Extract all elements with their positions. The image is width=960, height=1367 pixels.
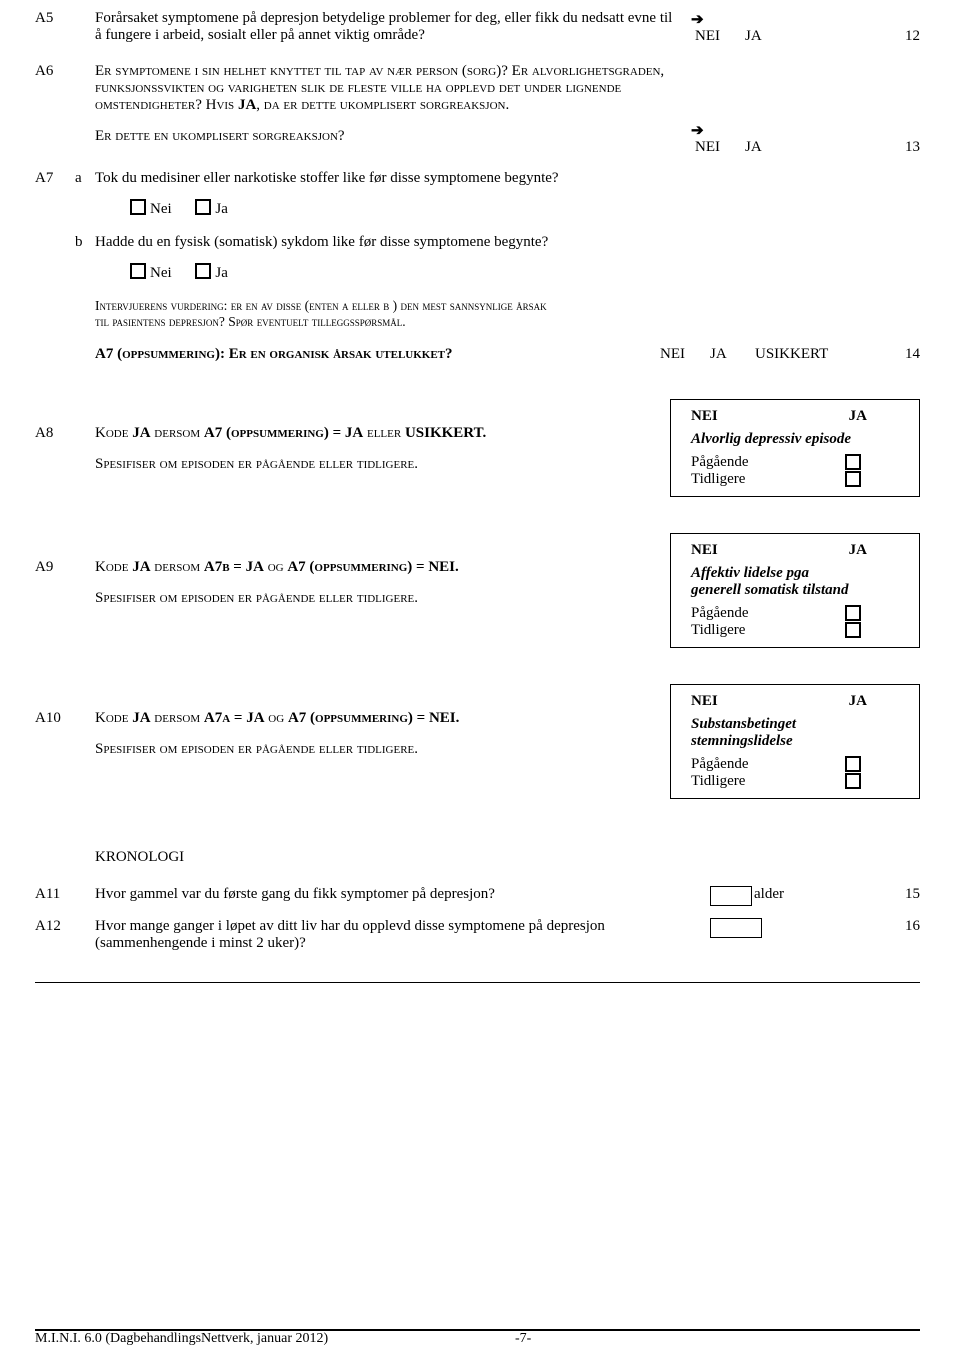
row-a7-summary: A7 (oppsummering): Er en organisk årsak … [35, 346, 920, 363]
code-a7: A7 [35, 170, 75, 187]
ans-ja[interactable]: JA [745, 28, 825, 45]
checkbox-icon[interactable] [845, 773, 861, 789]
answers-a6: ➔ NEI JA 13 [695, 63, 920, 156]
opt-nei[interactable]: Nei [130, 199, 172, 218]
box-ja: JA [849, 542, 867, 559]
row-a5: A5 Forårsaket symptomene på depresjon be… [35, 10, 920, 45]
box-nei: NEI [691, 408, 718, 425]
checkbox-icon[interactable] [845, 605, 861, 621]
row-a11: A11 Hvor gammel var du første gang du fi… [35, 886, 920, 906]
opts-a7b: Nei Ja [130, 263, 920, 282]
line-num: 14 [890, 346, 920, 363]
diag-box-a9: NEI JA Affektiv lidelse pga generell som… [670, 533, 920, 648]
code-a12: A12 [35, 918, 75, 935]
divider [35, 982, 920, 983]
text-a7a: Tok du medisiner eller narkotiske stoffe… [95, 170, 695, 187]
arrow-icon: ➔ [691, 10, 920, 28]
opt-tidligere[interactable]: Tidligere [691, 622, 861, 639]
row-a7a: A7 a Tok du medisiner eller narkotiske s… [35, 170, 920, 187]
text-a9: Kode JA dersom A7b = JA og A7 (oppsummer… [95, 559, 670, 607]
checkbox-icon[interactable] [845, 622, 861, 638]
text-a7b: Hadde du en fysisk (somatisk) sykdom lik… [95, 234, 695, 251]
ans-usikkert[interactable]: USIKKERT [755, 346, 840, 363]
checkbox-icon[interactable] [845, 454, 861, 470]
checkbox-icon[interactable] [195, 263, 211, 279]
box-title: Substansbetinget stemningslidelse [691, 716, 907, 750]
answers-a11: alder 15 [710, 886, 920, 906]
arrow-icon: ➔ [691, 121, 920, 139]
box-title: Alvorlig depressiv episode [691, 431, 907, 448]
answers-a12: 16 [710, 918, 920, 938]
ans-nei[interactable]: NEI [695, 139, 745, 156]
checkbox-icon[interactable] [195, 199, 211, 215]
row-a8: A8 Kode JA dersom A7 (oppsummering) = JA… [35, 399, 920, 497]
footer-page: -7- [515, 1331, 531, 1347]
box-ja: JA [849, 693, 867, 710]
code-a10: A10 [35, 710, 75, 727]
text-a11: Hvor gammel var du første gang du fikk s… [95, 886, 710, 903]
opt-pagaende[interactable]: Pågående [691, 454, 861, 471]
footer: M.I.N.I. 6.0 (DagbehandlingsNettverk, ja… [35, 1329, 920, 1347]
box-nei: NEI [691, 542, 718, 559]
code-a8: A8 [35, 425, 75, 442]
line-num: 16 [890, 918, 920, 935]
diag-box-a10: NEI JA Substansbetinget stemningslidelse… [670, 684, 920, 799]
line-num: 13 [890, 139, 920, 156]
opt-ja[interactable]: Ja [195, 263, 228, 282]
row-a6: A6 Er symptomene i sin helhet knyttet ti… [35, 63, 920, 156]
line-num: 12 [890, 28, 920, 45]
row-a10: A10 Kode JA dersom A7a = JA og A7 (oppsu… [35, 684, 920, 799]
row-a9: A9 Kode JA dersom A7b = JA og A7 (oppsum… [35, 533, 920, 648]
code-a6: A6 [35, 63, 75, 80]
code-a11: A11 [35, 886, 75, 903]
input-box[interactable] [710, 886, 752, 906]
line-num: 15 [890, 886, 920, 903]
sub-a: a [75, 170, 95, 187]
ans-ja[interactable]: JA [745, 139, 825, 156]
opt-tidligere[interactable]: Tidligere [691, 471, 861, 488]
text-a8: Kode JA dersom A7 (oppsummering) = JA el… [95, 425, 670, 473]
answers-a5: ➔ NEI JA 12 [695, 10, 920, 45]
text-a5: Forårsaket symptomene på depresjon betyd… [95, 10, 695, 44]
checkbox-icon[interactable] [845, 756, 861, 772]
checkbox-icon[interactable] [130, 199, 146, 215]
checkbox-icon[interactable] [130, 263, 146, 279]
opt-tidligere[interactable]: Tidligere [691, 773, 861, 790]
box-nei: NEI [691, 693, 718, 710]
opts-a7a: Nei Ja [130, 199, 920, 218]
text-a12: Hvor mange ganger i løpet av ditt liv ha… [95, 918, 710, 952]
opt-pagaende[interactable]: Pågående [691, 756, 861, 773]
row-a7b: b Hadde du en fysisk (somatisk) sykdom l… [35, 234, 920, 251]
ans-ja[interactable]: JA [710, 346, 755, 363]
a7-note: Intervjuerens vurdering: er en av disse … [95, 298, 920, 330]
ans-nei[interactable]: NEI [695, 28, 745, 45]
opt-ja[interactable]: Ja [195, 199, 228, 218]
page: A5 Forårsaket symptomene på depresjon be… [0, 0, 960, 1367]
text-a6: Er symptomene i sin helhet knyttet til t… [95, 63, 695, 145]
answers-a7: NEI JA USIKKERT 14 [660, 346, 920, 363]
text-a10: Kode JA dersom A7a = JA og A7 (oppsummer… [95, 710, 670, 758]
checkbox-icon[interactable] [845, 471, 861, 487]
box-ja: JA [849, 408, 867, 425]
opt-nei[interactable]: Nei [130, 263, 172, 282]
a7-summary: A7 (oppsummering): Er en organisk årsak … [95, 346, 660, 363]
ans-nei[interactable]: NEI [660, 346, 710, 363]
input-box[interactable] [710, 918, 762, 938]
code-a5: A5 [35, 10, 75, 27]
sub-b: b [75, 234, 95, 251]
box-title: Affektiv lidelse pga generell somatisk t… [691, 565, 907, 599]
diag-box-a8: NEI JA Alvorlig depressiv episode Pågåen… [670, 399, 920, 497]
opt-pagaende[interactable]: Pågående [691, 605, 861, 622]
row-a12: A12 Hvor mange ganger i løpet av ditt li… [35, 918, 920, 952]
footer-left: M.I.N.I. 6.0 (DagbehandlingsNettverk, ja… [35, 1331, 515, 1347]
chronology-heading: KRONOLOGI [95, 849, 920, 866]
label-alder: alder [754, 886, 784, 903]
code-a9: A9 [35, 559, 75, 576]
